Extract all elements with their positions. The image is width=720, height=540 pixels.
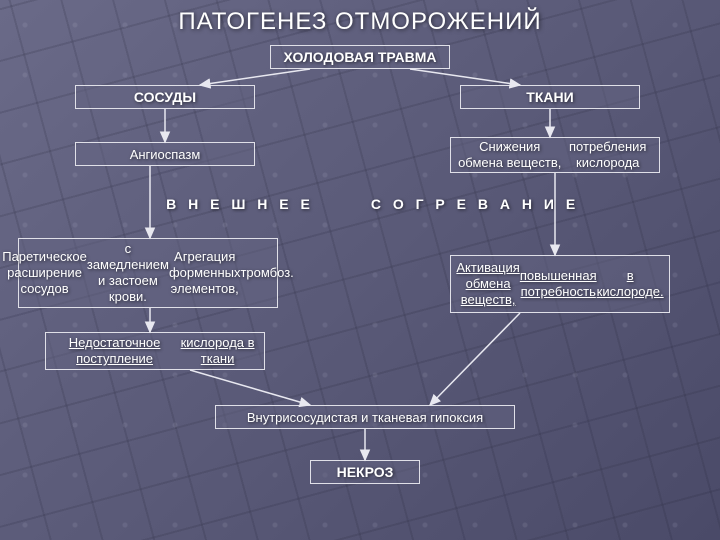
node-hypoxia: Внутрисосудистая и тканевая гипоксия (215, 405, 515, 429)
slide-title: ПАТОГЕНЕЗ ОТМОРОЖЕНИЙ (0, 0, 720, 36)
node-paretic: Паретическое расширение сосудовс замедле… (18, 238, 278, 308)
node-metabolism-down: Снижения обмена веществ,потребления кисл… (450, 137, 660, 173)
edge-insufficient-hypoxia (190, 370, 310, 405)
node-angiospasm: Ангиоспазм (75, 142, 255, 166)
edge-cold_trauma-tissues (410, 69, 520, 85)
node-insufficient: Недостаточное поступлениекислорода в тка… (45, 332, 265, 370)
edge-cold_trauma-vessels (200, 69, 310, 85)
node-ext-warming-right: С О Г Р Е В А Н И Е (345, 192, 605, 216)
node-activation: Активация обмена веществ,повышенная потр… (450, 255, 670, 313)
node-necrosis: НЕКРОЗ (310, 460, 420, 484)
edge-activation-hypoxia (430, 313, 520, 405)
slide-content: ПАТОГЕНЕЗ ОТМОРОЖЕНИЙ ХОЛОДОВАЯ ТРАВМА С… (0, 0, 720, 540)
node-cold-trauma: ХОЛОДОВАЯ ТРАВМА (270, 45, 450, 69)
node-vessels: СОСУДЫ (75, 85, 255, 109)
node-ext-warming-left: В Н Е Ш Н Е Е (140, 192, 340, 216)
node-tissues: ТКАНИ (460, 85, 640, 109)
